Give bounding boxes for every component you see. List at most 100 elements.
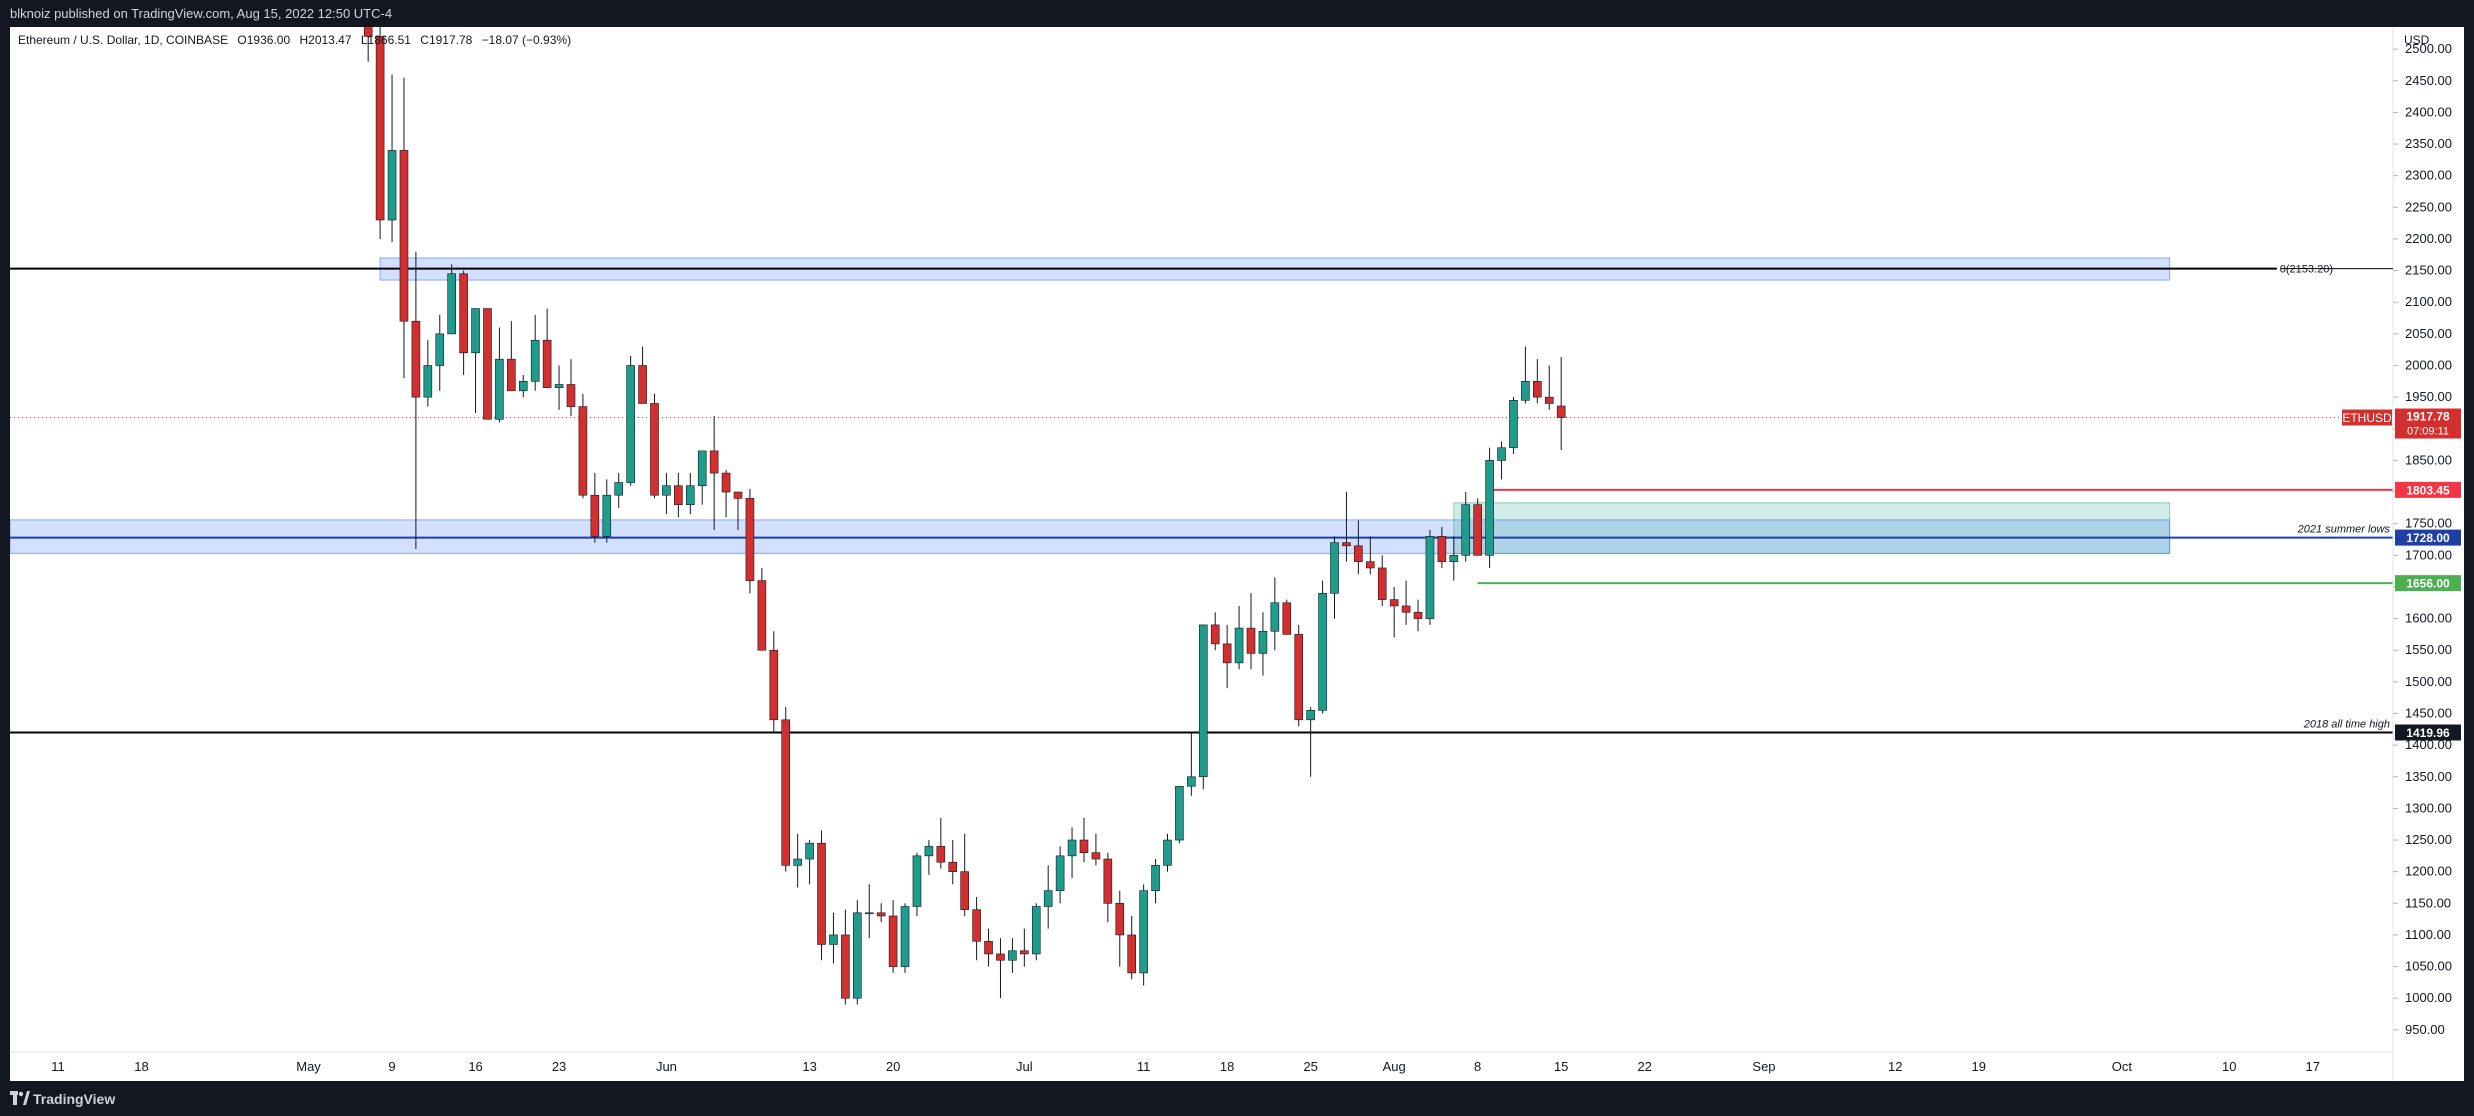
x-tick-label: May	[296, 1059, 321, 1074]
ohlc-legend: Ethereum / U.S. Dollar, 1D, COINBASE O19…	[18, 33, 571, 47]
candle-body	[1067, 839, 1077, 857]
candle	[435, 314, 445, 391]
candle	[614, 473, 624, 508]
candle-body	[972, 909, 981, 942]
candle-body	[1306, 710, 1315, 721]
candle-body	[841, 934, 850, 999]
price-chart[interactable]: 950.00 1000.00 1050.00 1100.00 1150.00 1200.0…	[10, 27, 2464, 1081]
candle	[1091, 833, 1101, 866]
y-tick-label: 1600.00	[2405, 611, 2452, 626]
candle	[1031, 903, 1041, 961]
x-tick-label: 19	[1971, 1059, 1985, 1074]
candle	[602, 479, 612, 543]
plot-background	[10, 27, 2464, 1081]
candle	[411, 251, 421, 549]
candle	[1282, 599, 1292, 635]
candle	[709, 416, 719, 531]
last-price-countdown: 07:09:11	[2407, 426, 2449, 438]
candle	[1067, 827, 1077, 879]
candle-body	[399, 150, 409, 322]
x-tick-label: Aug	[1383, 1059, 1406, 1074]
candle	[387, 74, 397, 243]
publish-line: blknoiz published on TradingView.com, Au…	[10, 6, 393, 21]
candle-body	[781, 719, 791, 866]
candle-body	[864, 912, 874, 915]
candle-body	[530, 339, 540, 382]
candle-body	[769, 649, 779, 721]
candle-body	[626, 365, 635, 483]
candle	[948, 840, 958, 885]
candle	[1413, 599, 1423, 632]
candle-body	[1294, 634, 1304, 721]
y-tick-label: 1150.00	[2405, 895, 2451, 910]
candle	[1210, 612, 1220, 651]
candle-body	[757, 580, 767, 651]
candle	[1473, 498, 1482, 556]
y-tick-label: 1100.00	[2405, 927, 2451, 942]
candle	[1079, 817, 1089, 863]
last-price-badge: 1917.78 07:09:11	[2395, 408, 2461, 439]
y-tick-label: 1350.00	[2405, 769, 2452, 784]
last-price-bg	[2395, 408, 2461, 439]
label-1656-text: 1656.00	[2406, 577, 2450, 591]
candle-body	[1210, 624, 1220, 645]
candle	[769, 631, 779, 733]
candle	[888, 900, 898, 973]
y-tick-label: 2500.00	[2405, 41, 2452, 56]
annotation-2018-ath: 2018 all time high	[2303, 719, 2390, 731]
y-tick-label: 1300.00	[2405, 800, 2452, 815]
candle-body	[1449, 555, 1459, 562]
candle-body	[745, 498, 755, 581]
candle-body	[996, 953, 1005, 961]
candle-body	[876, 912, 886, 917]
candle-body	[423, 365, 433, 398]
candle	[900, 903, 910, 973]
y-tick-label: 1050.00	[2405, 959, 2452, 974]
candle	[542, 308, 552, 388]
candle	[733, 491, 743, 531]
zone-rect-2	[1453, 502, 2171, 554]
candle	[1115, 890, 1125, 967]
candle	[471, 308, 480, 413]
candle-body	[1497, 447, 1506, 461]
candle-body	[1151, 865, 1160, 891]
label-1419-text: 1419.96	[2406, 726, 2450, 740]
candle	[459, 270, 468, 375]
legend-close: C1917.78	[420, 33, 472, 47]
y-tick-label: 1450.00	[2405, 705, 2452, 720]
candle-body	[375, 36, 385, 221]
candle	[1449, 536, 1459, 581]
candle-body	[566, 384, 576, 407]
candle	[685, 473, 695, 515]
label-1656: 1656.00	[2395, 575, 2461, 592]
candle-body	[1366, 561, 1375, 569]
candle-body	[363, 27, 373, 37]
candle	[554, 365, 564, 410]
candle-body	[1198, 624, 1208, 778]
x-tick-label: 11	[1137, 1059, 1151, 1074]
candle-body	[674, 485, 683, 506]
candle	[829, 912, 838, 964]
candle-body	[733, 491, 743, 499]
candle-body	[936, 846, 946, 863]
candle	[936, 817, 946, 869]
candle	[530, 314, 540, 391]
x-tick-label: 17	[2306, 1059, 2320, 1074]
candle-body	[912, 855, 922, 907]
legend-open: O1936.00	[237, 33, 290, 47]
label-1803-text: 1803.45	[2406, 483, 2450, 497]
x-tick-label: 16	[468, 1059, 482, 1074]
y-tick-label: 2000.00	[2405, 358, 2452, 373]
y-tick-label: 2250.00	[2405, 199, 2452, 214]
candle-body	[387, 150, 397, 221]
candle	[1008, 938, 1017, 973]
candle-body	[829, 934, 838, 945]
candle	[721, 469, 731, 518]
candle-body	[1258, 630, 1268, 654]
candle	[793, 833, 802, 888]
y-tick-label: 950.00	[2405, 1022, 2445, 1037]
candle	[518, 374, 528, 398]
x-tick-label: 25	[1303, 1059, 1317, 1074]
x-tick-label: 12	[1888, 1059, 1902, 1074]
candle-body	[1318, 592, 1327, 711]
